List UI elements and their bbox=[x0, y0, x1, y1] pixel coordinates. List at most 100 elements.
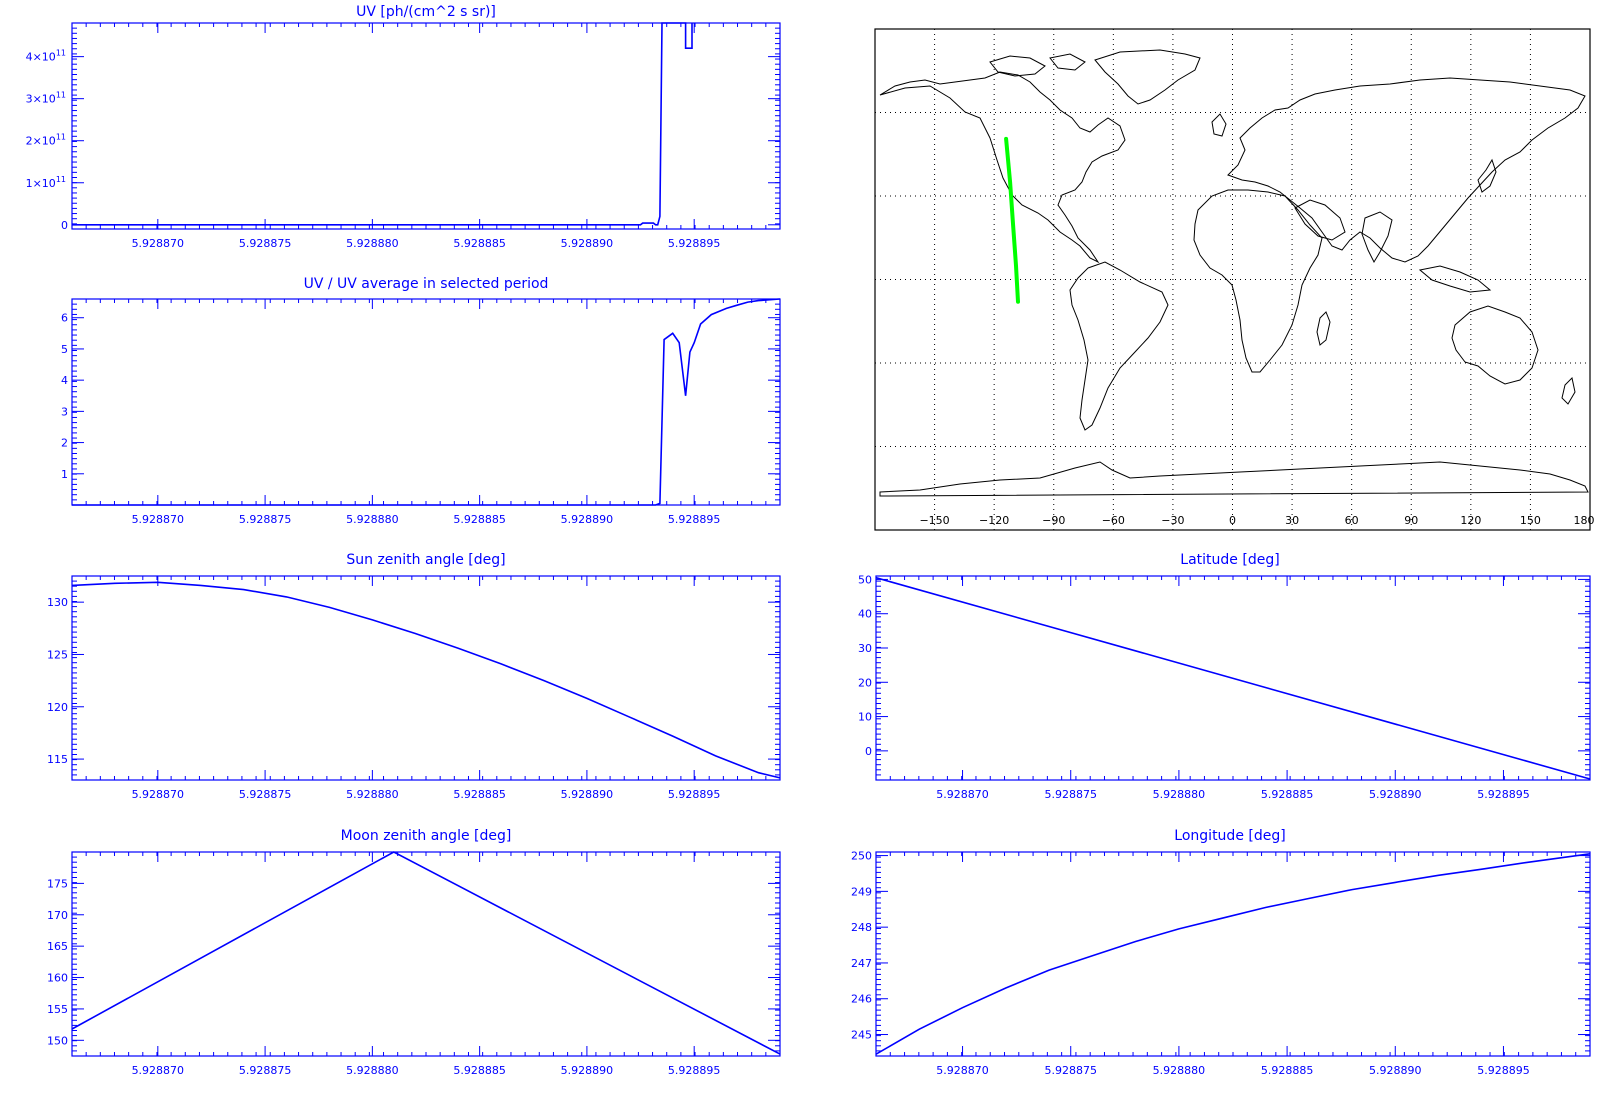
sun-zenith-panel: Sun zenith angle [deg] 5.928870 5.928875 5… bbox=[47, 552, 781, 801]
y-tick-label: 0 bbox=[865, 745, 872, 758]
x-tick-label: 5.928875 bbox=[239, 788, 292, 801]
x-tick-label: 5.928880 bbox=[1153, 1064, 1206, 1077]
x-tick-label: 5.928875 bbox=[239, 237, 292, 250]
y-tick-label: 249 bbox=[851, 885, 872, 898]
map-longitude-label: −60 bbox=[1102, 514, 1125, 527]
sza-plot-frame bbox=[71, 575, 781, 781]
x-tick-label: 5.928895 bbox=[668, 513, 721, 526]
uv-series-line bbox=[72, 22, 693, 226]
latitude-title: Latitude [deg] bbox=[1180, 552, 1279, 568]
x-tick-label: 5.928875 bbox=[239, 513, 292, 526]
y-tick-label: 6 bbox=[61, 312, 68, 325]
lon-series-line bbox=[875, 853, 1591, 1055]
y-tick-label: 130 bbox=[47, 596, 68, 609]
moon-zenith-panel: Moon zenith angle [deg] 5.928870 5.928875… bbox=[47, 828, 781, 1077]
y-tick-label: 2×1011 bbox=[26, 133, 66, 148]
arctic-islands-coastline bbox=[989, 55, 1046, 77]
x-tick-label: 5.928880 bbox=[1153, 788, 1206, 801]
antarctica-coastline bbox=[879, 461, 1589, 497]
y-tick-label: 115 bbox=[47, 753, 68, 766]
x-tick-label: 5.928890 bbox=[1369, 788, 1422, 801]
uvratio-plot-frame bbox=[71, 298, 781, 506]
x-tick-label: 5.928890 bbox=[561, 788, 614, 801]
british-isles-coastline bbox=[1211, 113, 1227, 137]
y-tick-label: 40 bbox=[858, 608, 872, 621]
y-tick-label: 5 bbox=[61, 343, 68, 356]
uv-panel: UV [ph/(cm^2 s sr)] 5.928870 5.928875 5.92… bbox=[26, 4, 781, 250]
latitude-panel: Latitude [deg] 5.928870 5.928875 5.928880 5… bbox=[858, 552, 1591, 801]
x-tick-label: 5.928890 bbox=[561, 1064, 614, 1077]
y-tick-label: 125 bbox=[47, 648, 68, 661]
x-tick-label: 5.928895 bbox=[668, 788, 721, 801]
y-tick-label: 120 bbox=[47, 701, 68, 714]
x-tick-label: 5.928895 bbox=[668, 1064, 721, 1077]
map-longitude-label: −150 bbox=[919, 514, 949, 527]
sun-zenith-title: Sun zenith angle [deg] bbox=[346, 552, 505, 568]
africa-coastline bbox=[1193, 189, 1323, 373]
india-coastline bbox=[1361, 211, 1393, 264]
map-longitude-ticks: −150 −120 −90 −60 −30 0 30 60 90 120 150 180 bbox=[919, 514, 1594, 527]
y-tick-label: 247 bbox=[851, 957, 872, 970]
y-tick-label: 248 bbox=[851, 921, 872, 934]
x-tick-label: 5.928890 bbox=[561, 513, 614, 526]
x-tick-label: 5.928890 bbox=[561, 237, 614, 250]
map-longitude-label: 150 bbox=[1520, 514, 1541, 527]
y-tick-label: 175 bbox=[47, 877, 68, 890]
x-tick-label: 5.928885 bbox=[453, 1064, 506, 1077]
arctic-islands-2-coastline bbox=[1049, 53, 1086, 71]
map-longitude-label: 120 bbox=[1460, 514, 1481, 527]
x-tick-label: 5.928875 bbox=[1044, 788, 1097, 801]
eurasia-coastline bbox=[1227, 77, 1586, 263]
y-tick-label: 30 bbox=[858, 642, 872, 655]
x-tick-label: 5.928890 bbox=[1369, 1064, 1422, 1077]
x-tick-label: 5.928885 bbox=[453, 513, 506, 526]
y-tick-label: 1 bbox=[61, 468, 68, 481]
x-tick-label: 5.928895 bbox=[668, 237, 721, 250]
x-tick-label: 5.928870 bbox=[132, 1064, 185, 1077]
map-grid bbox=[875, 29, 1590, 530]
y-tick-label: 150 bbox=[47, 1034, 68, 1047]
map-longitude-label: 180 bbox=[1574, 514, 1595, 527]
y-tick-label: 1×1011 bbox=[26, 175, 66, 190]
greenland-coastline bbox=[1094, 49, 1201, 105]
map-longitude-label: 60 bbox=[1345, 514, 1359, 527]
y-tick-label: 246 bbox=[851, 993, 872, 1006]
x-tick-label: 5.928885 bbox=[453, 788, 506, 801]
southeast-asia-coastline bbox=[1418, 265, 1492, 293]
uvratio-series-line bbox=[72, 298, 781, 506]
south-america-coastline bbox=[1069, 261, 1169, 431]
map-longitude-label: 90 bbox=[1404, 514, 1418, 527]
australia-coastline bbox=[1451, 305, 1539, 385]
x-tick-label: 5.928885 bbox=[1261, 1064, 1314, 1077]
orbit-track bbox=[1004, 136, 1020, 304]
map-longitude-label: −90 bbox=[1042, 514, 1065, 527]
arabia-coastline bbox=[1294, 199, 1346, 241]
y-tick-label: 10 bbox=[858, 711, 872, 724]
x-tick-label: 5.928870 bbox=[936, 788, 989, 801]
y-tick-label: 3×1011 bbox=[26, 91, 66, 106]
map-coastlines bbox=[879, 49, 1589, 497]
uv-title: UV [ph/(cm^2 s sr)] bbox=[356, 4, 496, 20]
uv-ratio-panel: UV / UV average in selected period 5.928… bbox=[61, 276, 781, 526]
y-tick-label: 250 bbox=[851, 850, 872, 863]
y-tick-label: 0 bbox=[61, 219, 68, 232]
x-tick-label: 5.928870 bbox=[132, 788, 185, 801]
uv-plot-frame bbox=[71, 22, 781, 230]
y-tick-label: 165 bbox=[47, 940, 68, 953]
y-tick-label: 2 bbox=[61, 437, 68, 450]
x-tick-label: 5.928895 bbox=[1477, 788, 1530, 801]
madagascar-coastline bbox=[1316, 311, 1331, 346]
longitude-title: Longitude [deg] bbox=[1174, 828, 1285, 844]
sza-series-line bbox=[71, 581, 781, 779]
moon-zenith-title: Moon zenith angle [deg] bbox=[341, 828, 512, 844]
x-tick-label: 5.928870 bbox=[936, 1064, 989, 1077]
y-tick-label: 3 bbox=[61, 405, 68, 418]
y-tick-label: 160 bbox=[47, 972, 68, 985]
japan-coastline bbox=[1477, 158, 1497, 193]
y-tick-label: 20 bbox=[858, 676, 872, 689]
x-tick-label: 5.928875 bbox=[1044, 1064, 1097, 1077]
x-tick-label: 5.928885 bbox=[453, 237, 506, 250]
y-tick-label: 170 bbox=[47, 909, 68, 922]
orbit-track-line bbox=[1004, 136, 1020, 304]
